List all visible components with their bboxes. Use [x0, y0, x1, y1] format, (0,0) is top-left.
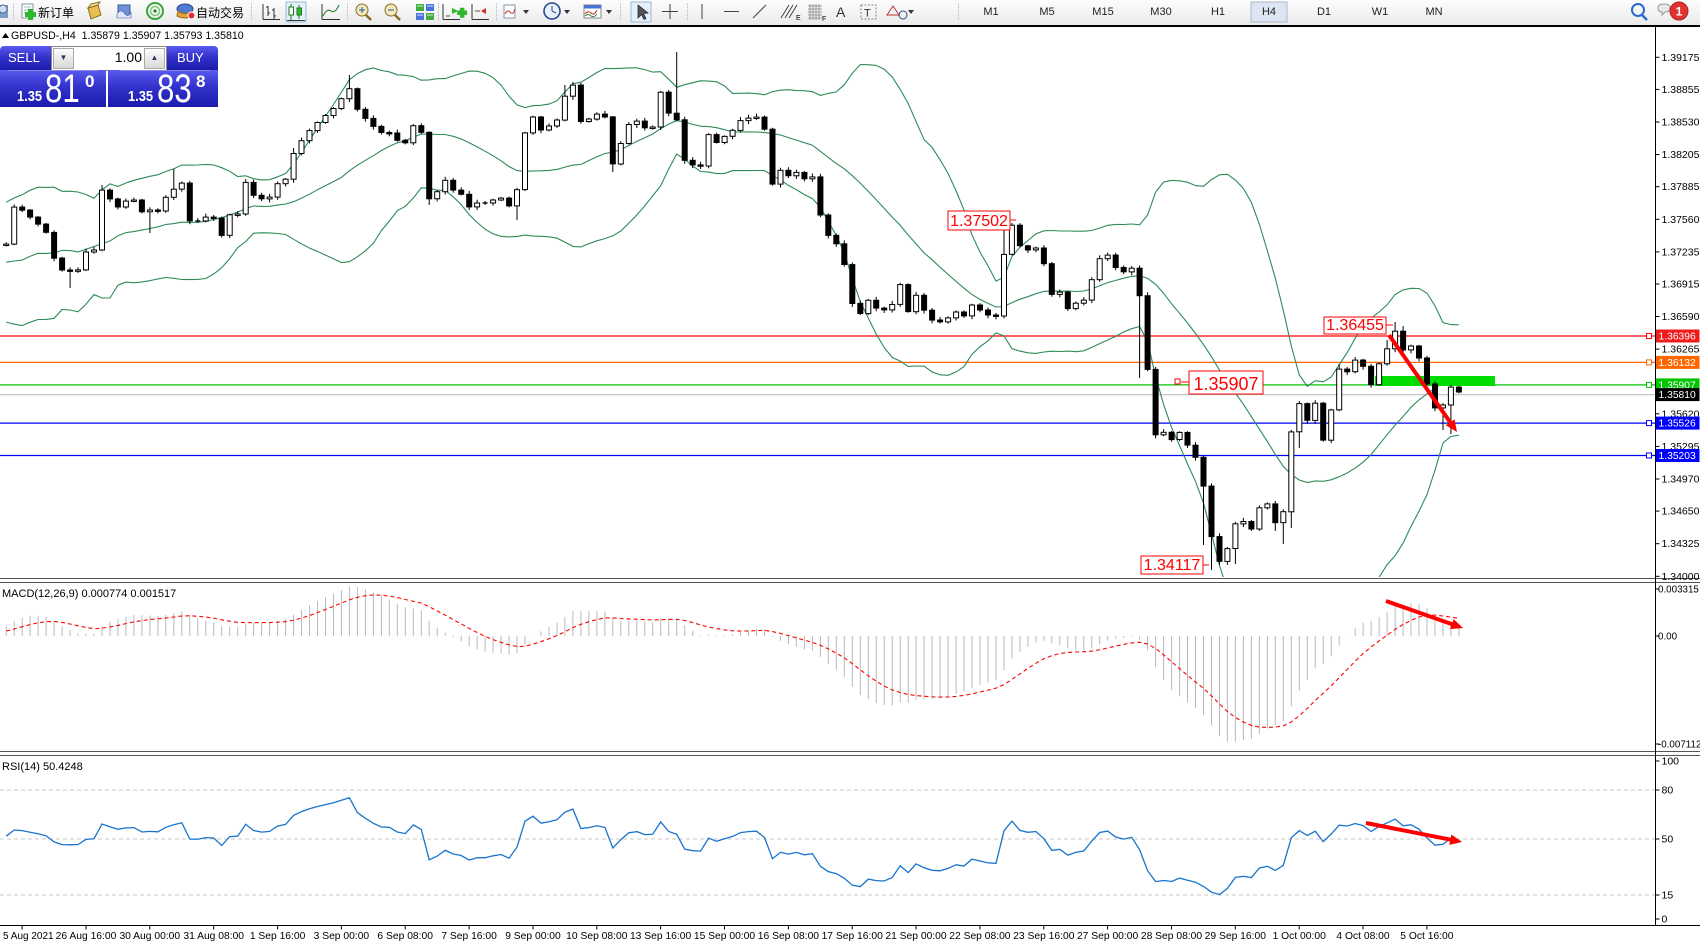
svg-text:9 Sep 00:00: 9 Sep 00:00	[505, 931, 561, 942]
svg-text:27 Sep 00:00: 27 Sep 00:00	[1077, 931, 1139, 942]
svg-text:0: 0	[1662, 914, 1668, 926]
svg-text:16 Sep 08:00: 16 Sep 08:00	[758, 931, 820, 942]
svg-text:1.37885: 1.37885	[1662, 181, 1700, 193]
svg-text:1.35526: 1.35526	[1659, 419, 1696, 430]
svg-text:1: 1	[1676, 5, 1683, 19]
svg-text:21 Sep 00:00: 21 Sep 00:00	[885, 931, 947, 942]
svg-text:1.36265: 1.36265	[1662, 344, 1700, 356]
svg-text:1.36132: 1.36132	[1659, 358, 1696, 369]
svg-text:1 Oct 00:00: 1 Oct 00:00	[1273, 931, 1327, 942]
svg-text:10 Sep 08:00: 10 Sep 08:00	[566, 931, 628, 942]
svg-text:1.37235: 1.37235	[1662, 246, 1700, 258]
svg-text:3 Sep 00:00: 3 Sep 00:00	[314, 931, 370, 942]
svg-text:0.003315: 0.003315	[1658, 585, 1699, 596]
svg-text:80: 80	[1662, 785, 1674, 797]
svg-text:50: 50	[1662, 834, 1674, 846]
svg-text:22 Sep 08:00: 22 Sep 08:00	[949, 931, 1011, 942]
svg-text:1.36396: 1.36396	[1659, 332, 1696, 343]
svg-text:1.38530: 1.38530	[1662, 117, 1700, 129]
svg-text:1.37502: 1.37502	[950, 213, 1008, 230]
svg-text:A: A	[836, 4, 846, 20]
svg-text:MACD(12,26,9) 0.000774 0.00151: MACD(12,26,9) 0.000774 0.001517	[2, 588, 176, 600]
svg-text:7 Sep 16:00: 7 Sep 16:00	[441, 931, 497, 942]
svg-text:0.00: 0.00	[1658, 632, 1678, 643]
svg-text:5 Oct 16:00: 5 Oct 16:00	[1400, 931, 1454, 942]
svg-text:T: T	[864, 8, 871, 20]
svg-text:1.38205: 1.38205	[1662, 149, 1700, 161]
svg-text:13 Sep 16:00: 13 Sep 16:00	[630, 931, 692, 942]
svg-text:1.34000: 1.34000	[1662, 571, 1700, 583]
svg-text:1.35907: 1.35907	[1193, 374, 1258, 394]
svg-text:-0.007112: -0.007112	[1658, 740, 1700, 751]
svg-text:GBPUSD-,H4 1.35879 1.35907 1.: GBPUSD-,H4 1.35879 1.35907 1.35793 1.358…	[11, 30, 244, 42]
svg-text:RSI(14) 50.4248: RSI(14) 50.4248	[2, 761, 83, 773]
svg-text:15: 15	[1662, 890, 1674, 902]
svg-text:31 Aug 08:00: 31 Aug 08:00	[183, 931, 244, 942]
svg-text:23 Sep 16:00: 23 Sep 16:00	[1013, 931, 1075, 942]
svg-text:100: 100	[1662, 756, 1680, 768]
svg-text:1.36590: 1.36590	[1662, 311, 1700, 323]
svg-text:1.35203: 1.35203	[1659, 451, 1696, 462]
svg-text:1.36915: 1.36915	[1662, 279, 1700, 291]
svg-text:1.34117: 1.34117	[1144, 557, 1201, 574]
svg-text:29 Sep 16:00: 29 Sep 16:00	[1205, 931, 1267, 942]
svg-text:F: F	[822, 16, 826, 23]
svg-text:5 Aug 2021: 5 Aug 2021	[3, 931, 54, 942]
svg-text:26 Aug 16:00: 26 Aug 16:00	[56, 931, 117, 942]
svg-text:17 Sep 16:00: 17 Sep 16:00	[822, 931, 884, 942]
svg-text:1.36455: 1.36455	[1326, 317, 1384, 334]
svg-text:1.34325: 1.34325	[1662, 538, 1700, 550]
svg-text:E: E	[796, 15, 801, 22]
svg-text:1 Sep 16:00: 1 Sep 16:00	[250, 931, 306, 942]
svg-text:1.35907: 1.35907	[1659, 380, 1696, 391]
svg-text:1.38855: 1.38855	[1662, 84, 1700, 96]
svg-text:30 Aug 00:00: 30 Aug 00:00	[119, 931, 180, 942]
svg-text:28 Sep 08:00: 28 Sep 08:00	[1141, 931, 1203, 942]
svg-text:1.39175: 1.39175	[1662, 52, 1700, 64]
svg-text:15 Sep 00:00: 15 Sep 00:00	[694, 931, 756, 942]
svg-text:6 Sep 08:00: 6 Sep 08:00	[377, 931, 433, 942]
svg-text:1.34650: 1.34650	[1662, 506, 1700, 518]
svg-text:1.34970: 1.34970	[1662, 474, 1700, 486]
svg-text:1.35810: 1.35810	[1659, 390, 1696, 401]
svg-text:4 Oct 08:00: 4 Oct 08:00	[1336, 931, 1390, 942]
svg-text:1.37560: 1.37560	[1662, 214, 1700, 226]
